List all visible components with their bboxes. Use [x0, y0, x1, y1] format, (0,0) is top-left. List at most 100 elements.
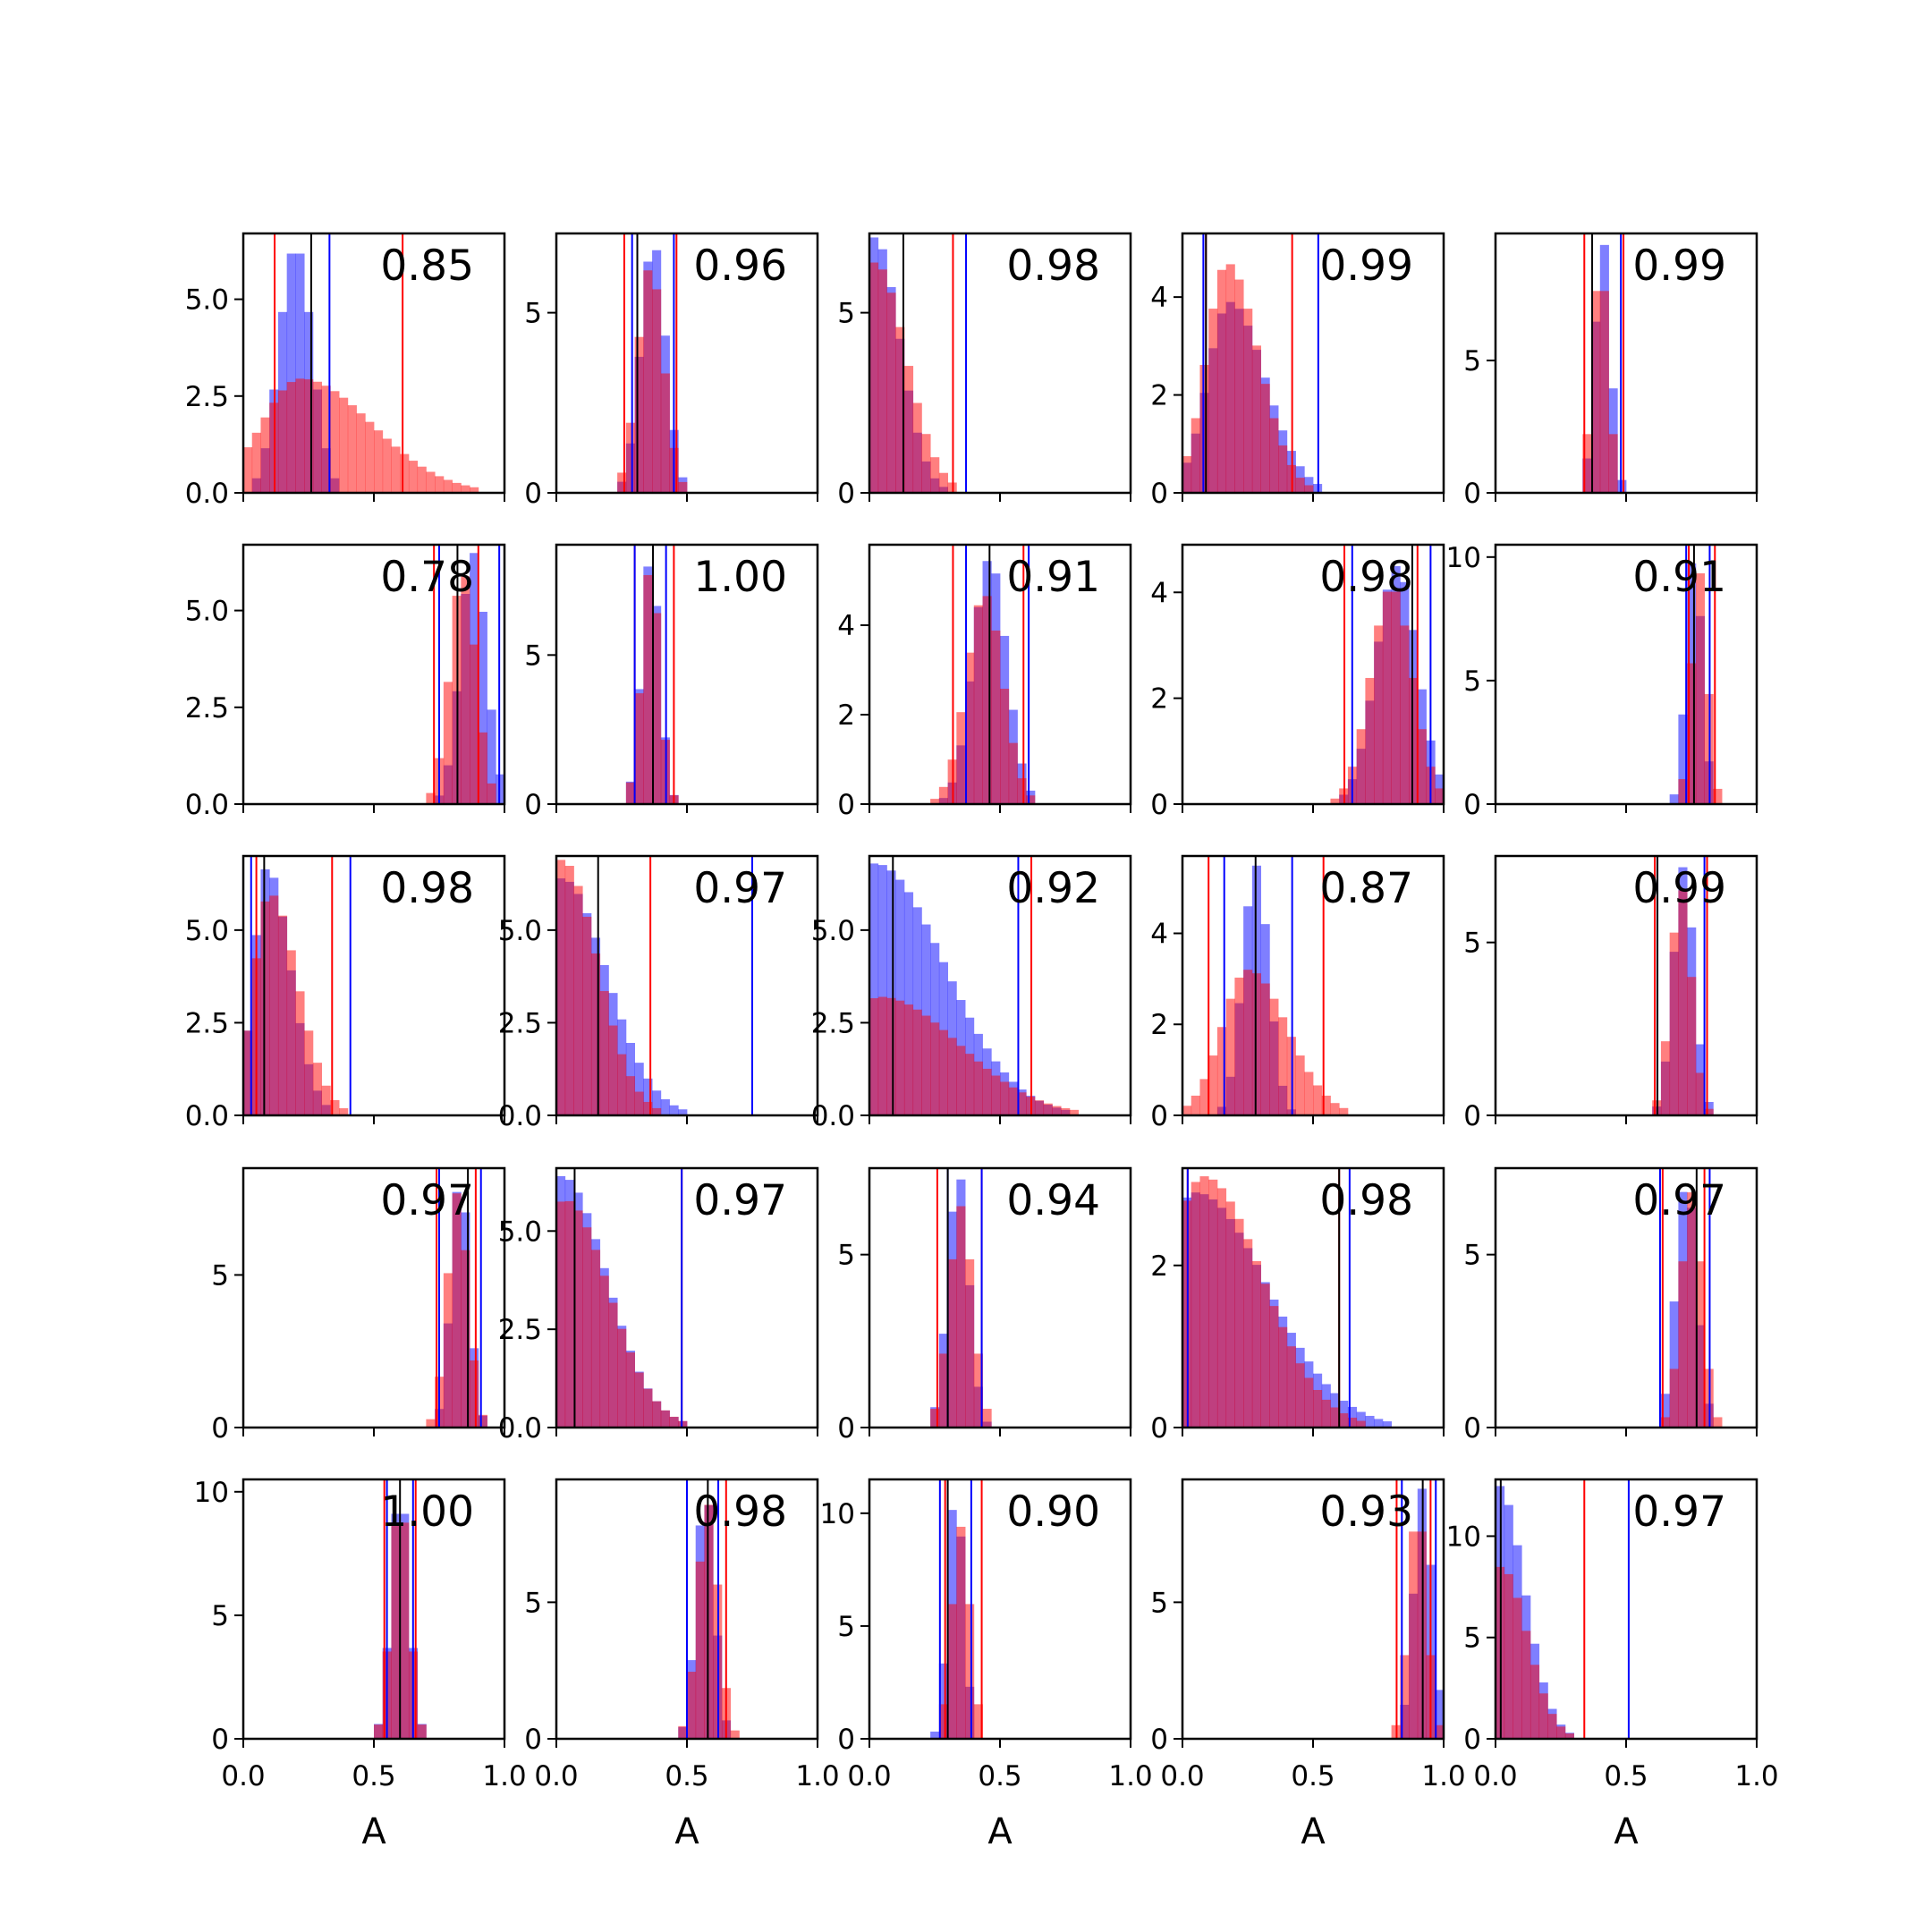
red-histogram-bar [374, 430, 384, 493]
blue-histogram-bar [1617, 479, 1627, 493]
red-histogram-bar [1000, 689, 1010, 804]
red-histogram-bar [426, 792, 436, 804]
red-histogram-bar [374, 1724, 384, 1739]
red-histogram-bar [625, 422, 635, 493]
red-histogram-bar [1182, 1106, 1192, 1115]
red-histogram-bar [417, 466, 427, 493]
red-histogram-bar [965, 1054, 975, 1115]
histogram-panel: 050.97 [1463, 1166, 1758, 1445]
red-histogram-bar [947, 1038, 957, 1115]
red-histogram-bar [1017, 778, 1027, 804]
correlation-label: 0.93 [1319, 1487, 1413, 1537]
y-tick-label: 0 [211, 1724, 229, 1756]
red-histogram-bar [1713, 788, 1723, 804]
red-histogram-bar [573, 1210, 583, 1428]
correlation-label: 0.99 [1632, 242, 1726, 291]
red-histogram-bar [1052, 1106, 1062, 1115]
y-tick-label: 2 [1150, 1009, 1168, 1041]
correlation-label: 0.91 [1006, 553, 1100, 602]
red-histogram-bar [1304, 1072, 1314, 1115]
red-histogram-bar [1678, 779, 1688, 804]
red-histogram-bar [452, 1193, 462, 1428]
red-histogram-bar [1243, 309, 1253, 493]
blue-histogram-bar [1347, 1406, 1358, 1428]
histogram-panel: 050.99 [1463, 232, 1758, 510]
correlation-label: 0.87 [1319, 864, 1413, 913]
red-histogram-bar [643, 270, 653, 493]
red-histogram-bar [982, 1409, 992, 1428]
red-histogram-bar [1678, 1261, 1688, 1428]
red-histogram-bar [938, 786, 948, 804]
y-tick-label: 4 [837, 610, 855, 642]
red-histogram-bar [930, 799, 940, 804]
red-histogram-bar [625, 1352, 635, 1428]
y-tick-label: 5 [1463, 928, 1481, 960]
red-histogram-bar [243, 1030, 253, 1115]
correlation-label: 1.00 [693, 553, 787, 602]
y-tick-label: 0 [837, 1724, 855, 1756]
y-tick-label: 5 [524, 640, 542, 672]
red-histogram-bar [617, 472, 627, 493]
correlation-label: 0.96 [693, 242, 787, 291]
y-tick-label: 2 [1150, 683, 1168, 716]
red-histogram-bar [461, 1250, 470, 1428]
x-axis-label: A [361, 1811, 386, 1852]
y-tick-label: 0.0 [498, 1412, 542, 1445]
red-histogram-bar [426, 1419, 436, 1428]
x-tick-label: 0.5 [978, 1760, 1021, 1792]
red-histogram-bar [1208, 1055, 1218, 1115]
red-histogram-bar [1687, 1192, 1697, 1428]
red-histogram-bar [903, 366, 914, 493]
red-histogram-bar [260, 901, 270, 1115]
red-histogram-bar [339, 1108, 349, 1115]
red-histogram-bar [1304, 485, 1314, 493]
blue-histogram-bar [877, 865, 887, 1115]
correlation-label: 0.97 [693, 1176, 787, 1225]
blue-histogram-bar [669, 1105, 679, 1115]
y-tick-label: 0 [837, 789, 855, 821]
blue-histogram-bar [1660, 1394, 1671, 1428]
red-histogram-bar [886, 292, 896, 493]
red-histogram-bar [886, 997, 896, 1115]
blue-histogram-bar [634, 1063, 644, 1115]
red-histogram-bar [1216, 1027, 1227, 1115]
red-histogram-bar [930, 457, 940, 493]
blue-histogram-bar [286, 253, 296, 493]
y-tick-label: 2.5 [498, 1314, 542, 1346]
blue-histogram-bar [938, 1663, 948, 1739]
red-histogram-bar [991, 1075, 1001, 1115]
red-histogram-bar [1234, 977, 1244, 1115]
red-histogram-bar [1313, 1389, 1323, 1428]
histogram-panel: 0.0 2.5 5.0 0.98 [185, 854, 506, 1132]
red-histogram-bar [973, 1061, 983, 1115]
histogram-panel: 0 5 10 0.0 0.5 1.0 A 1.00 [194, 1477, 527, 1852]
blue-histogram-bar [886, 870, 896, 1115]
red-histogram-bar [1374, 625, 1384, 804]
y-tick-label: 5 [1463, 1240, 1481, 1272]
y-tick-label: 0 [1463, 1100, 1481, 1132]
red-histogram-bar [400, 1522, 410, 1739]
x-tick-label: 0.0 [221, 1760, 265, 1792]
red-histogram-bar [973, 1704, 983, 1739]
correlation-label: 0.92 [1006, 864, 1100, 913]
histogram-panel: 0.0 2.5 5.0 0.85 [185, 232, 506, 510]
y-tick-label: 0 [1150, 1724, 1168, 1756]
red-histogram-bar [1208, 1179, 1218, 1428]
red-histogram-bar [1199, 1176, 1209, 1428]
red-histogram-bar [652, 613, 662, 804]
red-histogram-bar [634, 1372, 644, 1428]
red-histogram-bar [1713, 1417, 1723, 1428]
y-tick-label: 0 [1463, 478, 1481, 510]
y-tick-label: 0 [524, 1724, 542, 1756]
red-histogram-bar [912, 402, 922, 493]
x-tick-label: 0.5 [352, 1760, 395, 1792]
red-histogram-bar [260, 417, 270, 493]
red-histogram-bar [590, 1250, 601, 1428]
correlation-label: 0.99 [1319, 242, 1413, 291]
correlation-label: 1.00 [380, 1487, 474, 1537]
y-tick-label: 4 [1150, 282, 1168, 314]
y-tick-label: 2.5 [185, 692, 229, 724]
red-histogram-bar [487, 783, 496, 804]
histogram-panel: 0.0 2.5 5.0 0.78 [185, 543, 506, 821]
histogram-panel: 050.98 [837, 232, 1132, 510]
